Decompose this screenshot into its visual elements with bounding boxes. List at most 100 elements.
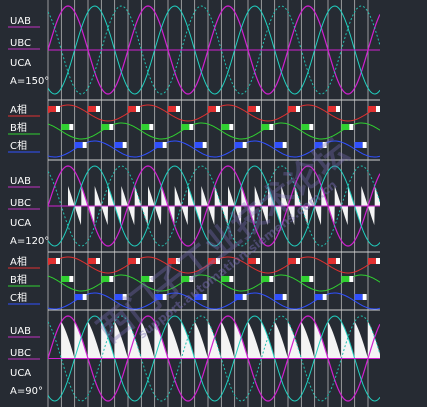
gate-pulse bbox=[114, 142, 123, 148]
gate-pulse-edge bbox=[69, 124, 74, 130]
gate-pulse-edge bbox=[216, 106, 220, 112]
gate-pulse bbox=[368, 106, 376, 112]
uca-wave bbox=[48, 165, 380, 247]
ubc-wave bbox=[48, 315, 380, 402]
gate-pulse-edge bbox=[136, 106, 140, 112]
gate-pulse-edge bbox=[376, 106, 380, 112]
gate-pulse-edge bbox=[82, 142, 87, 148]
gate-pulse bbox=[74, 294, 83, 300]
uab-wave bbox=[48, 165, 380, 247]
label-a150-2: UCA bbox=[10, 58, 31, 69]
label-a120-0: UAB bbox=[10, 176, 31, 187]
gate-pulse bbox=[74, 142, 83, 148]
gate-pulse bbox=[208, 106, 216, 112]
gate-pulse-edge bbox=[256, 258, 260, 264]
gate-pulse bbox=[181, 276, 190, 282]
gate-pulse-edge bbox=[416, 258, 420, 264]
gate-pulse-edge bbox=[322, 294, 327, 300]
label-a120-3: A=120° bbox=[10, 236, 49, 247]
gate-pulse bbox=[314, 294, 323, 300]
gate-pulse bbox=[208, 258, 216, 264]
gate-pulse-edge bbox=[309, 276, 314, 282]
gate-pulse bbox=[141, 124, 150, 130]
gate-pulse-edge bbox=[403, 294, 407, 300]
gate-pulse-edge bbox=[296, 106, 300, 112]
gate-pulse bbox=[221, 124, 230, 130]
gate-pulse-edge bbox=[256, 106, 260, 112]
gate-pulse-edge bbox=[122, 294, 127, 300]
gate-pulse bbox=[221, 276, 230, 282]
gate-pulse-edge bbox=[136, 258, 140, 264]
gate-pulse-edge bbox=[162, 142, 167, 148]
gate-pulse-edge bbox=[282, 294, 287, 300]
gate-pulse-edge bbox=[109, 124, 114, 130]
gate-pulse bbox=[114, 294, 123, 300]
gate-pulse bbox=[101, 124, 110, 130]
gate-pulse bbox=[354, 294, 363, 300]
gate-pulse-edge bbox=[349, 276, 354, 282]
gate-pulse bbox=[328, 106, 336, 112]
panel-a150-labels: UAB UBC UCA A=150° bbox=[8, 16, 49, 87]
gate-pulse bbox=[248, 106, 256, 112]
gate-pulse bbox=[128, 258, 136, 264]
gate-pulse bbox=[341, 276, 350, 282]
gate-pulse-edge bbox=[56, 106, 60, 112]
gate-pulse bbox=[154, 294, 163, 300]
gate-pulse bbox=[48, 258, 56, 264]
gate-pulse bbox=[381, 276, 389, 282]
output-voltage-fill bbox=[61, 321, 380, 359]
gate-pulse-edge bbox=[389, 124, 393, 130]
gate-pulse bbox=[61, 124, 70, 130]
gate-pulse-edge bbox=[376, 258, 380, 264]
gate-pulse bbox=[248, 258, 256, 264]
gate-pulse-edge bbox=[176, 258, 180, 264]
gate-pulse bbox=[168, 106, 176, 112]
gate-pulse-edge bbox=[269, 276, 274, 282]
gate-pulse-edge bbox=[362, 294, 367, 300]
phase-line bbox=[48, 292, 380, 310]
gate-pulse-edge bbox=[282, 142, 287, 148]
gate-pulse-edge bbox=[82, 294, 87, 300]
gate-pulse bbox=[314, 142, 323, 148]
label-a90-0: UAB bbox=[10, 326, 31, 337]
gate-pulse bbox=[194, 142, 203, 148]
gate-pulse-edge bbox=[269, 124, 274, 130]
gate-pulse-edge bbox=[189, 124, 194, 130]
gate-pulse bbox=[234, 294, 243, 300]
gate-pulse bbox=[368, 258, 376, 264]
gate-pulse-edge bbox=[416, 106, 420, 112]
gate-pulse-edge bbox=[176, 106, 180, 112]
gate-pulse-edge bbox=[162, 294, 167, 300]
label-gates2-2: C相 bbox=[10, 291, 27, 304]
label-a120-2: UCA bbox=[10, 218, 31, 229]
gate-pulse bbox=[301, 124, 310, 130]
gate-pulse-edge bbox=[336, 106, 340, 112]
gate-pulse bbox=[341, 124, 350, 130]
gate-pulse-edge bbox=[69, 276, 74, 282]
gate-pulse-edge bbox=[349, 124, 354, 130]
phase-pulses-gates2 bbox=[48, 256, 420, 310]
gate-pulse-edge bbox=[96, 258, 100, 264]
ubc-wave bbox=[48, 5, 380, 95]
gate-pulse-edge bbox=[149, 276, 154, 282]
label-a150-1: UBC bbox=[10, 38, 31, 49]
gate-pulse bbox=[288, 106, 296, 112]
gate-pulse-edge bbox=[189, 276, 194, 282]
waveforms bbox=[48, 5, 420, 402]
gate-pulse bbox=[154, 142, 163, 148]
gate-pulse-edge bbox=[229, 276, 234, 282]
gate-pulse-edge bbox=[149, 124, 154, 130]
watermark: 西门子工业技术论坛 support.automation.siemens.com… bbox=[90, 131, 356, 351]
gate-pulse bbox=[168, 258, 176, 264]
gate-pulse-edge bbox=[109, 276, 114, 282]
gate-pulse bbox=[88, 106, 96, 112]
uca-wave bbox=[48, 315, 380, 402]
gate-pulse-edge bbox=[122, 142, 127, 148]
uca-wave bbox=[48, 5, 380, 95]
label-a120-1: UBC bbox=[10, 198, 31, 209]
gate-pulse bbox=[354, 142, 363, 148]
gate-pulse bbox=[395, 294, 403, 300]
gate-pulse bbox=[101, 276, 110, 282]
gate-pulse-edge bbox=[389, 276, 393, 282]
